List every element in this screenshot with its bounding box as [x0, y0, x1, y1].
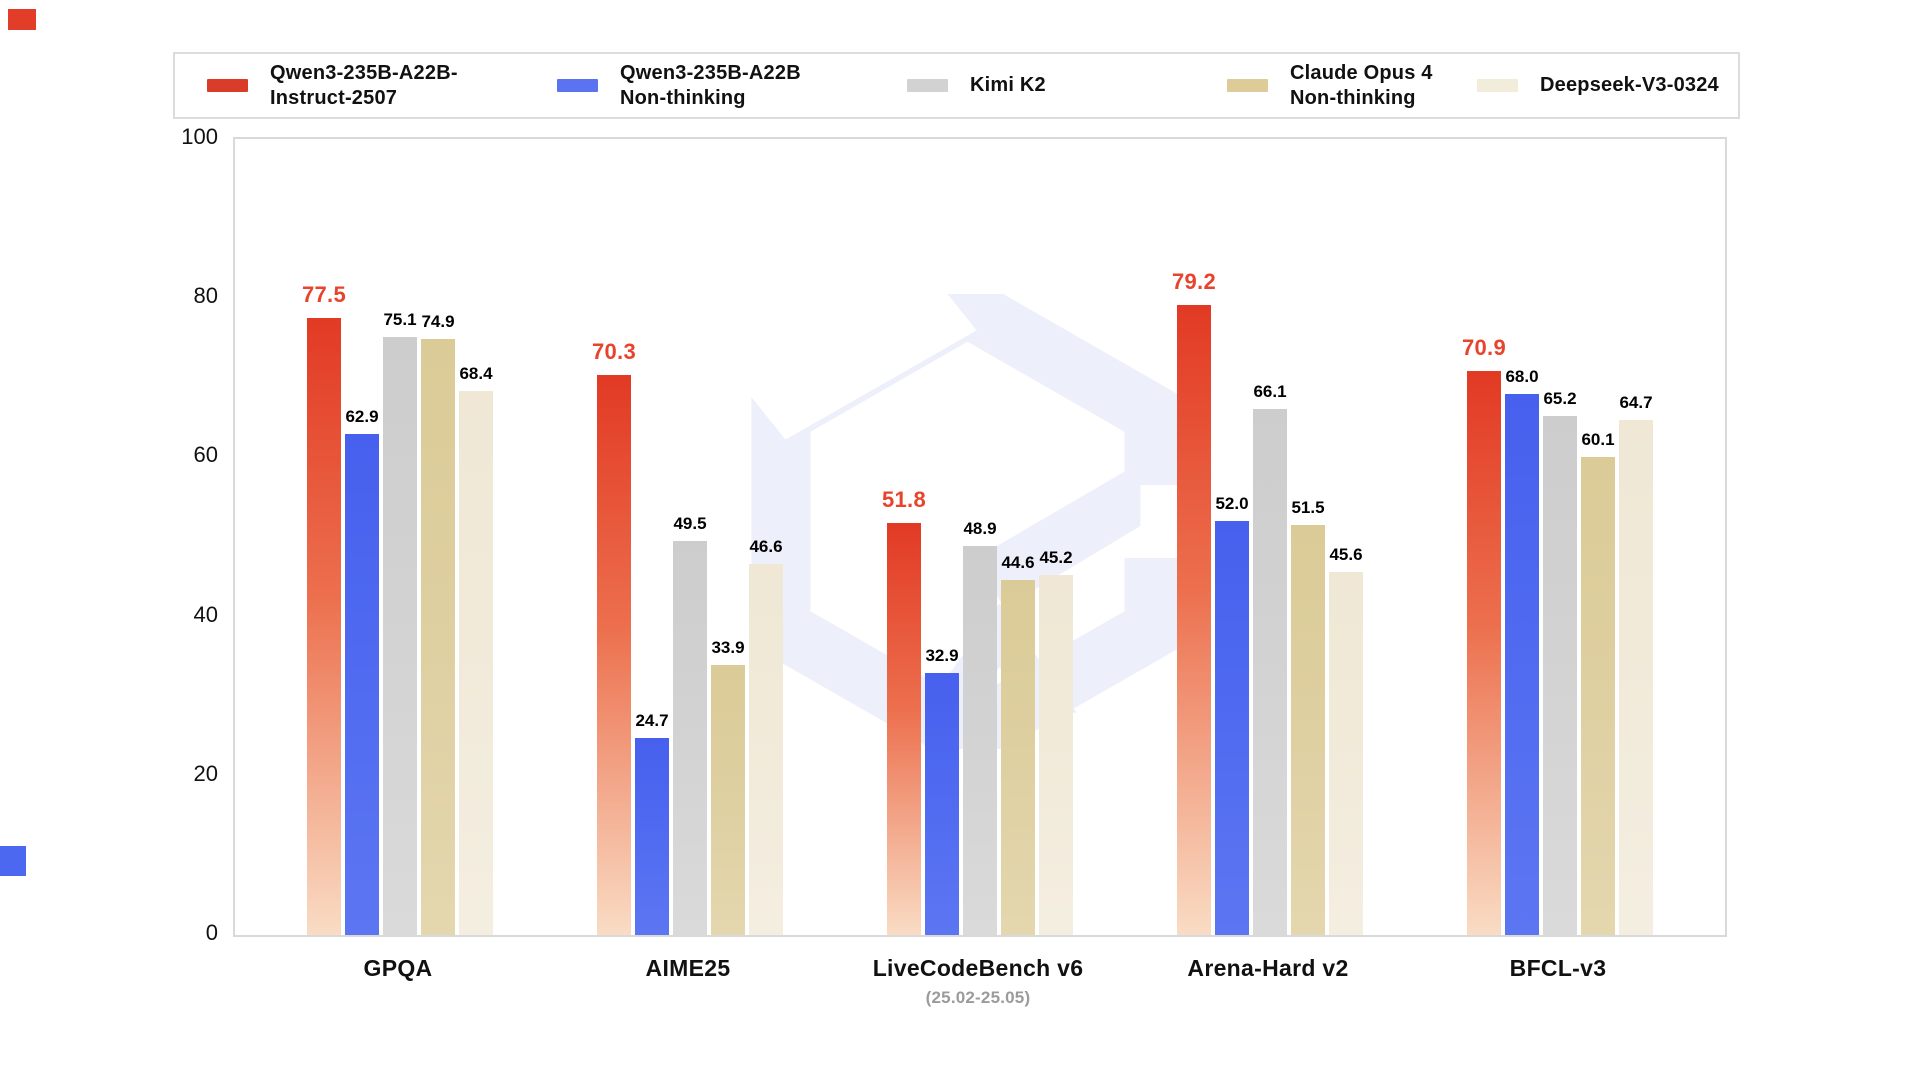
value-label: 44.6 — [1001, 553, 1035, 572]
bar-AIME25-series-3 — [711, 665, 745, 935]
legend-item-1: Qwen3-235B-A22B Non-thinking — [557, 54, 801, 117]
bar-GPQA-series-1 — [345, 434, 379, 935]
bar-Arena-Hard v2-series-2 — [1253, 409, 1287, 935]
value-label: 45.2 — [1039, 548, 1073, 567]
bar-AIME25-series-1 — [635, 738, 669, 935]
x-tick-label-aime25: AIME25 — [645, 955, 731, 981]
value-label: 68.0 — [1505, 367, 1539, 386]
chart-legend: Qwen3-235B-A22B- Instruct-2507 Qwen3-235B-… — [173, 52, 1740, 119]
bar-BFCL-v3-series-0 — [1467, 371, 1501, 935]
bar-GPQA-series-3 — [421, 339, 455, 935]
bar-LiveCodeBench v6-series-3 — [1001, 580, 1035, 935]
value-label: 77.5 — [301, 282, 347, 307]
y-tick-label-80: 80 — [193, 283, 218, 308]
bar-LiveCodeBench v6-series-1 — [925, 673, 959, 935]
bar-Arena-Hard v2-series-3 — [1291, 525, 1325, 935]
legend-label: Qwen3-235B-A22B Non-thinking — [620, 61, 801, 109]
bar-LiveCodeBench v6-series-2 — [963, 546, 997, 935]
value-label: 74.9 — [421, 312, 455, 331]
bar-Arena-Hard v2-series-0 — [1177, 305, 1211, 935]
bar-GPQA-series-4 — [459, 391, 493, 935]
value-label: 48.9 — [963, 519, 997, 538]
legend-item-2: Kimi K2 — [907, 54, 1046, 117]
bar-Arena-Hard v2-series-1 — [1215, 521, 1249, 935]
bar-BFCL-v3-series-2 — [1543, 416, 1577, 935]
value-label: 51.5 — [1291, 498, 1325, 517]
value-label: 75.1 — [383, 310, 417, 329]
cropped-blue-block-artifact — [0, 846, 26, 876]
value-label: 32.9 — [925, 646, 959, 665]
value-label: 62.9 — [345, 407, 379, 426]
bar-BFCL-v3-series-3 — [1581, 457, 1615, 935]
value-label: 79.2 — [1171, 269, 1217, 294]
legend-swatch-icon — [557, 79, 598, 92]
value-label: 24.7 — [635, 711, 669, 730]
value-label: 64.7 — [1619, 393, 1653, 412]
y-tick-label-60: 60 — [193, 442, 218, 467]
x-tick-label-gpqa: GPQA — [363, 955, 433, 981]
bar-Arena-Hard v2-series-4 — [1329, 572, 1363, 935]
x-tick-label-livecodebench-v6: LiveCodeBench v6 (25.02-25.05) — [872, 955, 1084, 1007]
bar-BFCL-v3-series-1 — [1505, 394, 1539, 935]
x-tick-label-bfcl-v3: BFCL-v3 — [1509, 955, 1607, 981]
legend-swatch-icon — [907, 79, 948, 92]
value-label: 65.2 — [1543, 389, 1577, 408]
plot-area: 77.5 62.9 75.1 74.9 68.4 70.3 24.7 49.5 33.9 46.6… — [233, 137, 1727, 937]
value-label: 46.6 — [749, 537, 783, 556]
bar-AIME25-series-0 — [597, 375, 631, 935]
bar-LiveCodeBench v6-series-0 — [887, 523, 921, 935]
y-tick-label-100: 100 — [181, 124, 218, 149]
legend-item-4: Deepseek-V3-0324 — [1477, 54, 1719, 117]
legend-label: Kimi K2 — [970, 74, 1046, 96]
cropped-red-block-artifact — [8, 9, 36, 30]
x-tick-sublabel: (25.02-25.05) — [925, 988, 1031, 1007]
y-tick-label-0: 0 — [205, 920, 218, 945]
y-tick-label-40: 40 — [193, 602, 218, 627]
value-label: 68.4 — [459, 364, 493, 383]
value-label: 60.1 — [1581, 430, 1615, 449]
value-label: 45.6 — [1329, 545, 1363, 564]
bar-LiveCodeBench v6-series-4 — [1039, 575, 1073, 935]
value-label: 66.1 — [1253, 382, 1287, 401]
legend-swatch-icon — [207, 79, 248, 92]
legend-label: Qwen3-235B-A22B- Instruct-2507 — [270, 61, 458, 109]
value-label: 33.9 — [711, 638, 745, 657]
legend-label: Claude Opus 4 Non-thinking — [1290, 61, 1433, 109]
value-label: 51.8 — [881, 487, 927, 512]
legend-item-3: Claude Opus 4 Non-thinking — [1227, 54, 1433, 117]
bar-BFCL-v3-series-4 — [1619, 420, 1653, 935]
legend-label: Deepseek-V3-0324 — [1540, 74, 1719, 96]
y-tick-label-20: 20 — [193, 761, 218, 786]
bar-AIME25-series-4 — [749, 564, 783, 935]
value-label: 70.9 — [1461, 335, 1507, 360]
bar-GPQA-series-0 — [307, 318, 341, 935]
legend-item-0: Qwen3-235B-A22B- Instruct-2507 — [207, 54, 458, 117]
value-label: 70.3 — [591, 339, 637, 364]
bar-AIME25-series-2 — [673, 541, 707, 935]
x-tick-label-arena-hard-v2: Arena-Hard v2 — [1187, 955, 1349, 981]
value-label: 52.0 — [1215, 494, 1249, 513]
bar-GPQA-series-2 — [383, 337, 417, 935]
legend-swatch-icon — [1477, 79, 1518, 92]
value-label: 49.5 — [673, 514, 707, 533]
legend-swatch-icon — [1227, 79, 1268, 92]
